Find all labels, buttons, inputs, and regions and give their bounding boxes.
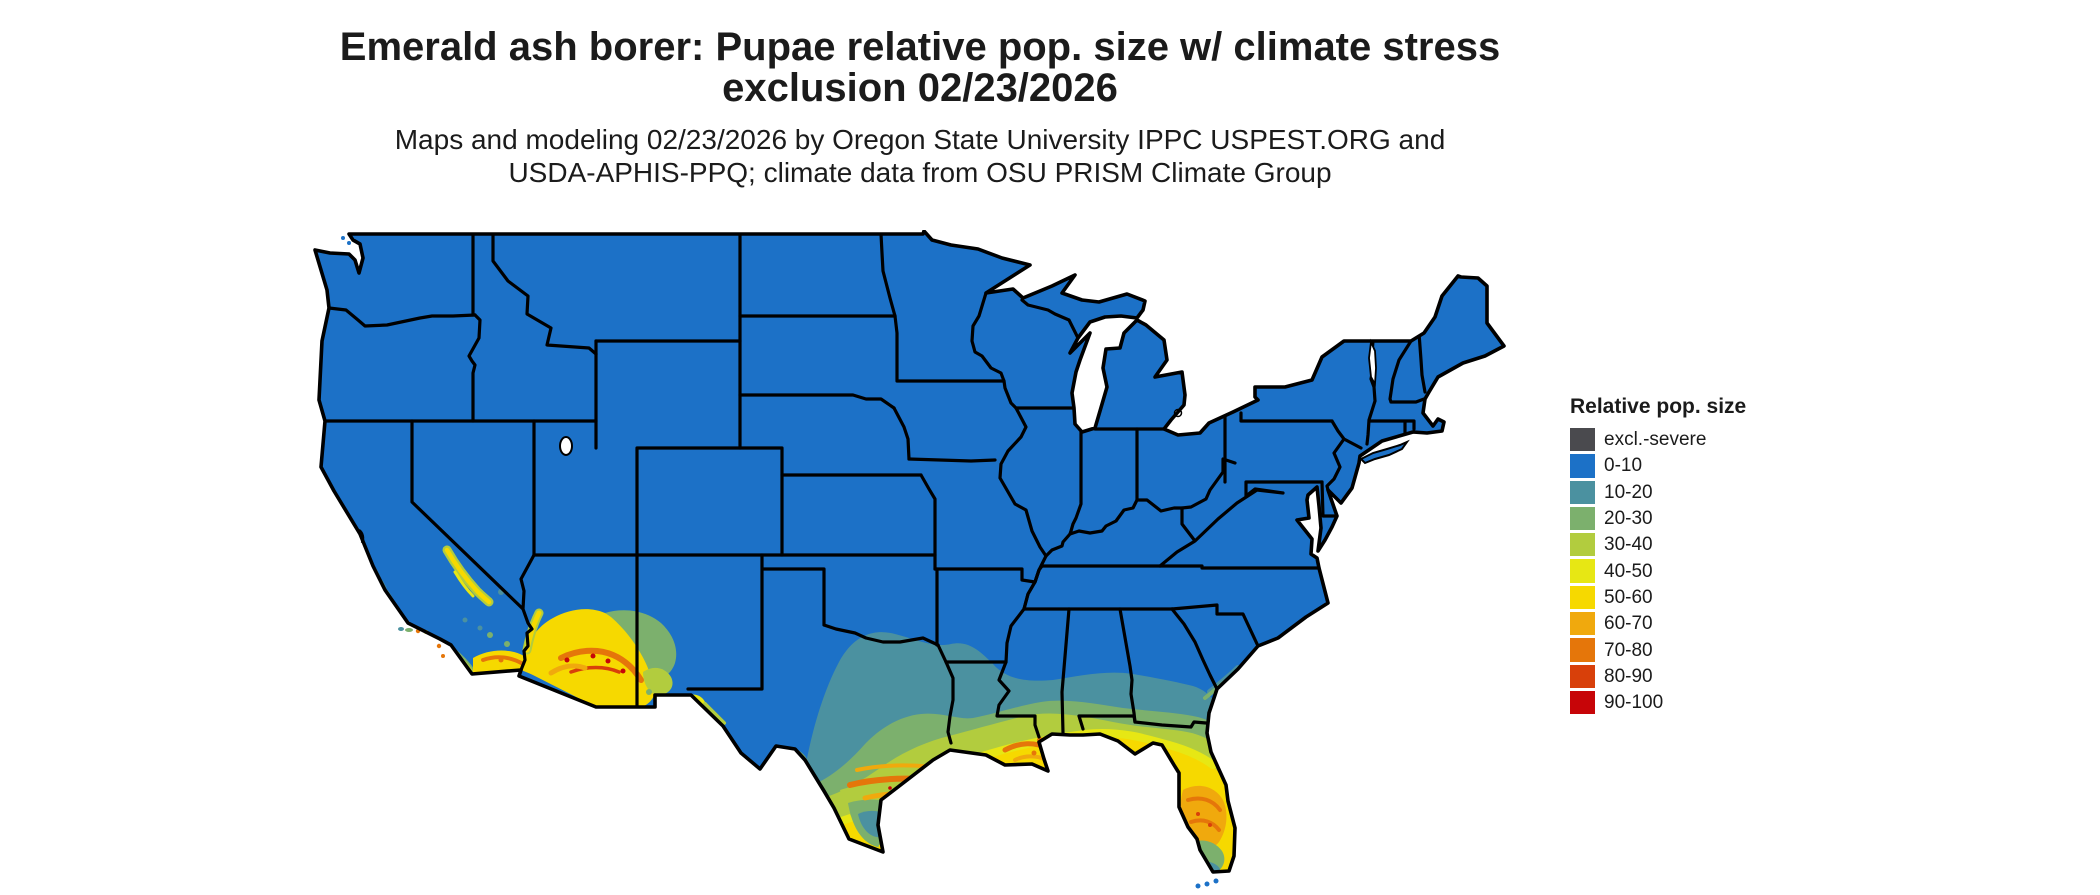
raster-layers xyxy=(315,231,1504,872)
az-red-dots xyxy=(564,653,626,674)
legend-label: 50-60 xyxy=(1604,586,1653,608)
legend-item: 40-50 xyxy=(1570,559,1746,583)
legend-item: 10-20 xyxy=(1570,480,1746,504)
great-salt-lake xyxy=(559,436,573,456)
legend-label: 10-20 xyxy=(1604,481,1653,503)
houston-orange-blob xyxy=(947,755,979,780)
base-0-10-region xyxy=(315,231,1504,872)
legend-label: 30-40 xyxy=(1604,534,1653,556)
az-orange-streaks xyxy=(548,647,644,683)
florida-orange xyxy=(1180,785,1227,850)
legend-swatch xyxy=(1570,664,1595,688)
florida-keys xyxy=(1195,878,1219,889)
map-title-line1: Emerald ash borer: Pupae relative pop. s… xyxy=(339,25,1501,69)
inland-orange-streak xyxy=(481,655,525,666)
legend-swatch xyxy=(1570,428,1595,452)
legend-label: 80-90 xyxy=(1604,665,1653,687)
legend-swatch xyxy=(1570,506,1595,531)
florida-orange-streaks xyxy=(1186,796,1222,832)
legend-item: 0-10 xyxy=(1570,454,1746,478)
legend-item: 20-30 xyxy=(1570,506,1746,531)
long-island xyxy=(1359,439,1410,465)
legend-swatch xyxy=(1570,690,1595,715)
legend-swatch xyxy=(1570,559,1595,583)
legend-item: 30-40 xyxy=(1570,533,1746,557)
legend-item: excl.-severe xyxy=(1570,428,1746,452)
legend-swatch xyxy=(1570,454,1595,478)
legend-label: 90-100 xyxy=(1604,692,1664,714)
legend-item: 50-60 xyxy=(1570,585,1746,610)
legend-label: 70-80 xyxy=(1604,639,1653,661)
map-title-line2: exclusion 02/23/2026 xyxy=(722,66,1118,110)
az-gold xyxy=(523,609,657,708)
legend: Relative pop. size excl.-severe 0-10 10-20… xyxy=(1570,396,1746,717)
map-subtitle-line1: Maps and modeling 02/23/2026 by Oregon S… xyxy=(394,124,1446,155)
legend-swatch xyxy=(1570,585,1595,610)
legend-item: 70-80 xyxy=(1570,638,1746,662)
legend-label: 0-10 xyxy=(1604,455,1643,477)
florida-red-dots xyxy=(1196,812,1212,827)
map-subtitle-line2: USDA-APHIS-PPQ; climate data from OSU PR… xyxy=(508,157,1332,188)
san-juan-islands xyxy=(341,236,351,245)
state-borders xyxy=(323,232,1427,745)
legend-item: 60-70 xyxy=(1570,612,1746,636)
us-map xyxy=(305,229,1510,890)
mojave-specks xyxy=(462,589,510,647)
legend-label: 40-50 xyxy=(1604,560,1653,582)
desert-valley-snake xyxy=(442,545,494,607)
legend-label: 60-70 xyxy=(1604,613,1653,635)
legend-label: excl.-severe xyxy=(1604,429,1707,451)
legend-items: excl.-severe 0-10 10-20 20-30 30-40 40-50 50-6… xyxy=(1570,428,1746,715)
legend-item: 80-90 xyxy=(1570,664,1746,688)
legend-swatch xyxy=(1570,612,1595,636)
legend-swatch xyxy=(1570,638,1595,662)
az-green-fringe xyxy=(605,610,677,679)
legend-title: Relative pop. size xyxy=(1570,395,1747,418)
legend-label: 20-30 xyxy=(1604,508,1653,530)
legend-swatch xyxy=(1570,480,1595,504)
legend-item: 90-100 xyxy=(1570,690,1746,715)
lake-champlain xyxy=(1368,338,1377,388)
bigbend-teal xyxy=(788,759,798,769)
legend-swatch xyxy=(1570,533,1595,557)
